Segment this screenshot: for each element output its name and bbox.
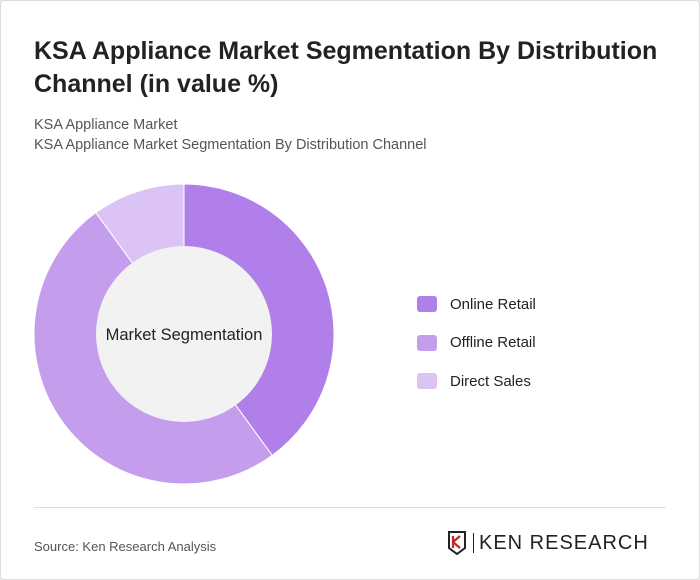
legend: Online Retail Offline Retail Direct Sale… <box>417 285 536 401</box>
logo-text: KEN RESEARCH <box>473 533 649 553</box>
ken-research-logo: KEN RESEARCH <box>447 531 649 555</box>
legend-label: Offline Retail <box>450 334 536 352</box>
legend-label: Direct Sales <box>450 372 531 390</box>
center-label: Market Segmentation <box>106 326 263 344</box>
legend-item-online-retail[interactable]: Online Retail <box>417 285 536 324</box>
chart-subtitle-2: KSA Appliance Market Segmentation By Dis… <box>34 137 427 153</box>
legend-swatch <box>417 373 437 390</box>
donut-chart: Market Segmentation <box>33 183 335 485</box>
legend-item-offline-retail[interactable]: Offline Retail <box>417 324 536 363</box>
legend-label: Online Retail <box>450 295 536 313</box>
chart-title: KSA Appliance Market Segmentation By Dis… <box>34 37 658 98</box>
source-note: Source: Ken Research Analysis <box>34 539 217 554</box>
ken-logo-icon <box>448 531 466 555</box>
donut-center <box>96 246 272 422</box>
divider <box>34 507 666 508</box>
legend-swatch <box>417 296 437 313</box>
legend-item-direct-sales[interactable]: Direct Sales <box>417 362 536 401</box>
chart-subtitle: KSA Appliance Market <box>34 117 178 133</box>
legend-swatch <box>417 334 437 351</box>
